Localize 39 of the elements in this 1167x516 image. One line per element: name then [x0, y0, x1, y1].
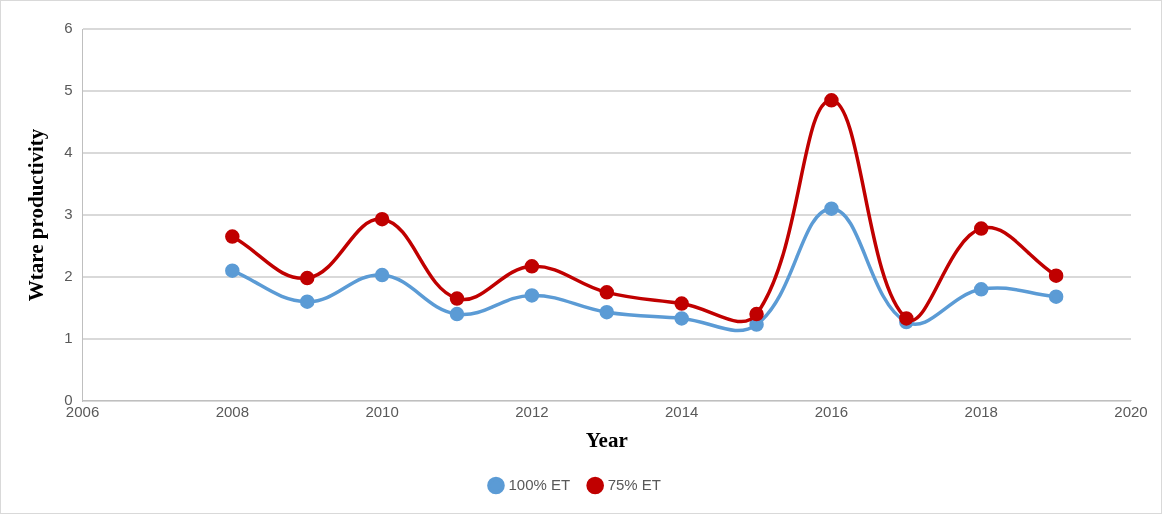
- point: [824, 93, 839, 108]
- point: [374, 211, 390, 227]
- point: [899, 311, 914, 326]
- legend-label: 100% ET: [508, 475, 571, 493]
- point: [225, 263, 240, 278]
- point: [1048, 289, 1064, 304]
- y-tick-label: 4: [64, 143, 73, 161]
- y-tick-label: 6: [64, 19, 73, 37]
- y-tick-label: 2: [64, 267, 73, 285]
- point: [674, 296, 689, 311]
- y-tick-label: 1: [64, 328, 73, 346]
- x-tick-label: 2014: [664, 402, 699, 420]
- x-axis-title: Year: [585, 427, 628, 452]
- point: [824, 201, 839, 216]
- point: [449, 306, 465, 322]
- x-tick-label: 2020: [1114, 402, 1148, 420]
- legend-label: 75% ET: [607, 475, 662, 493]
- point: [299, 270, 315, 286]
- point: [973, 221, 989, 236]
- point: [449, 291, 465, 306]
- x-tick-label: 2016: [814, 402, 849, 420]
- point: [524, 259, 540, 274]
- point: [973, 282, 989, 297]
- y-axis-title: Wtare productivity: [24, 128, 49, 302]
- x-tick-label: 2012: [515, 402, 549, 420]
- point: [1048, 268, 1064, 283]
- point: [524, 288, 540, 303]
- x-tick-label: 2018: [964, 402, 998, 420]
- point: [299, 294, 315, 309]
- y-tick-label: 5: [64, 81, 73, 99]
- x-tick-label: 2008: [215, 402, 250, 420]
- point: [599, 304, 615, 320]
- point: [225, 229, 240, 244]
- point: [599, 285, 615, 300]
- point: [749, 306, 764, 322]
- point: [674, 311, 689, 326]
- y-tick-label: 3: [64, 205, 73, 223]
- point: [374, 267, 390, 283]
- x-tick-label: 2010: [365, 402, 399, 420]
